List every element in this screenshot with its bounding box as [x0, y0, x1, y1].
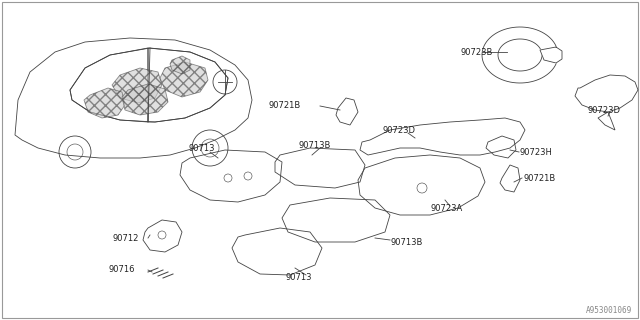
Text: 90721B: 90721B [524, 173, 556, 182]
Text: 90721B: 90721B [268, 100, 300, 109]
Text: 90712: 90712 [112, 234, 138, 243]
Polygon shape [112, 68, 162, 103]
Text: 90716: 90716 [108, 266, 134, 275]
Polygon shape [540, 47, 562, 63]
Polygon shape [84, 88, 125, 118]
Text: 90723A: 90723A [430, 204, 462, 212]
Text: 90723B: 90723B [460, 47, 492, 57]
Text: 90713B: 90713B [390, 237, 422, 246]
Text: 90723D: 90723D [382, 125, 415, 134]
Text: 90713B: 90713B [298, 140, 330, 149]
Polygon shape [122, 84, 168, 115]
Text: 90713: 90713 [188, 143, 214, 153]
Text: 90713: 90713 [285, 274, 312, 283]
Text: 90723D: 90723D [588, 106, 621, 115]
Text: 90723H: 90723H [520, 148, 553, 156]
Polygon shape [160, 62, 208, 97]
Polygon shape [170, 56, 190, 74]
Text: A953001069: A953001069 [586, 306, 632, 315]
